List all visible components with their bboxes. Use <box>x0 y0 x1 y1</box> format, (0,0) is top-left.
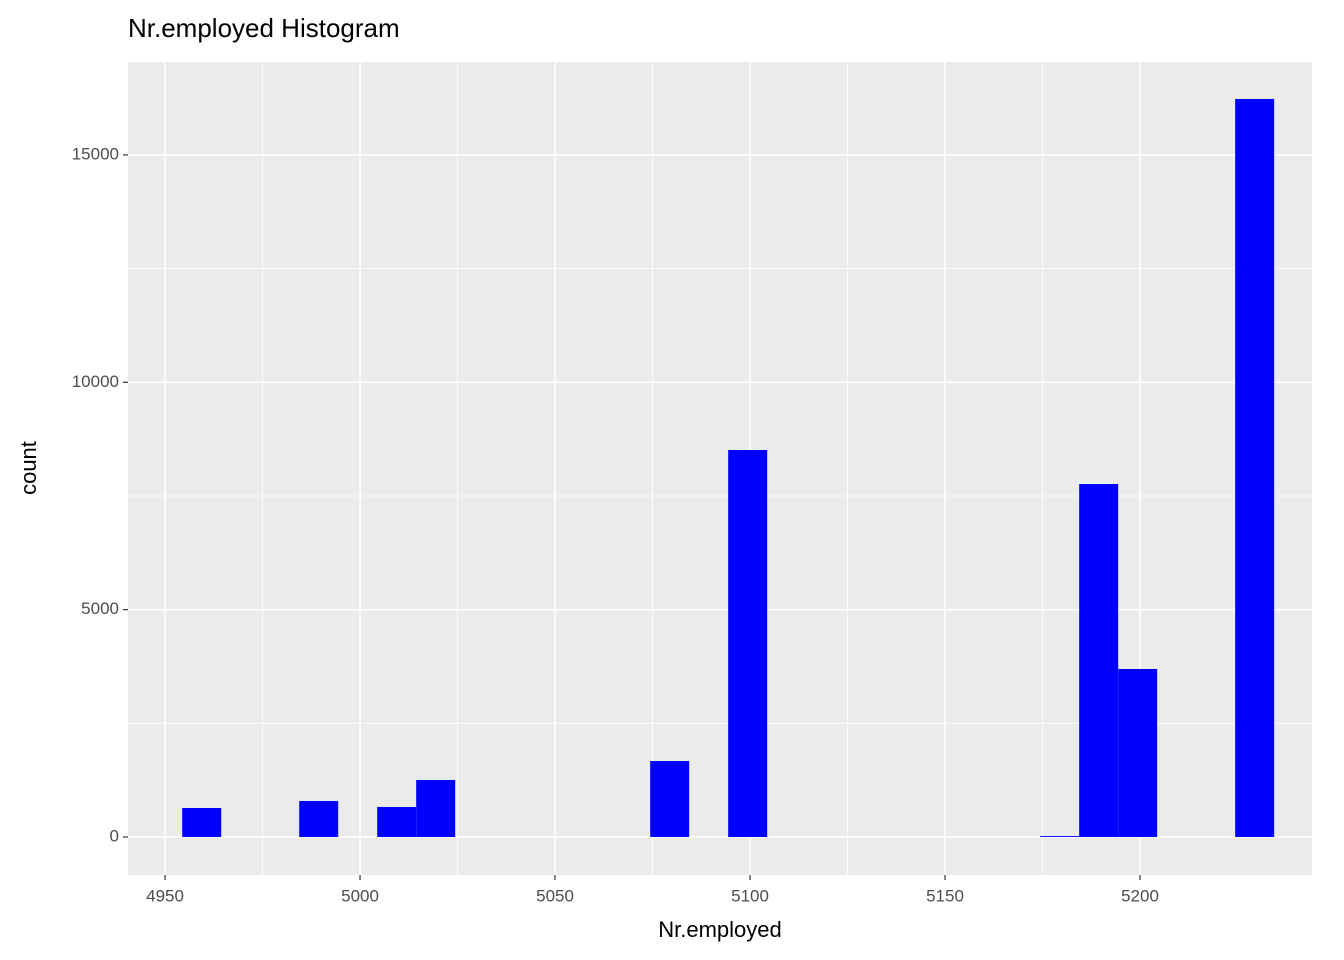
bar <box>650 761 690 837</box>
bar <box>182 807 222 837</box>
bar <box>1118 668 1158 837</box>
y-tick-label: 15000 <box>72 144 119 163</box>
x-tick-label: 5150 <box>926 886 964 905</box>
x-axis-title: Nr.employed <box>658 917 782 942</box>
x-tick-label: 5050 <box>536 886 574 905</box>
x-tick-label: 5100 <box>731 886 769 905</box>
bar <box>1079 484 1119 837</box>
bar <box>377 806 417 837</box>
bar <box>1235 98 1275 837</box>
x-tick-label: 4950 <box>146 886 184 905</box>
y-tick-label: 0 <box>110 826 119 845</box>
x-tick-label: 5000 <box>341 886 379 905</box>
bar <box>1040 836 1080 837</box>
bar <box>299 800 339 837</box>
bar <box>728 449 768 837</box>
y-tick-label: 5000 <box>81 599 119 618</box>
chart-title: Nr.employed Histogram <box>128 13 400 43</box>
x-tick-label: 5200 <box>1121 886 1159 905</box>
y-axis-title: count <box>16 441 41 495</box>
bar <box>416 779 456 837</box>
y-tick-label: 10000 <box>72 372 119 391</box>
